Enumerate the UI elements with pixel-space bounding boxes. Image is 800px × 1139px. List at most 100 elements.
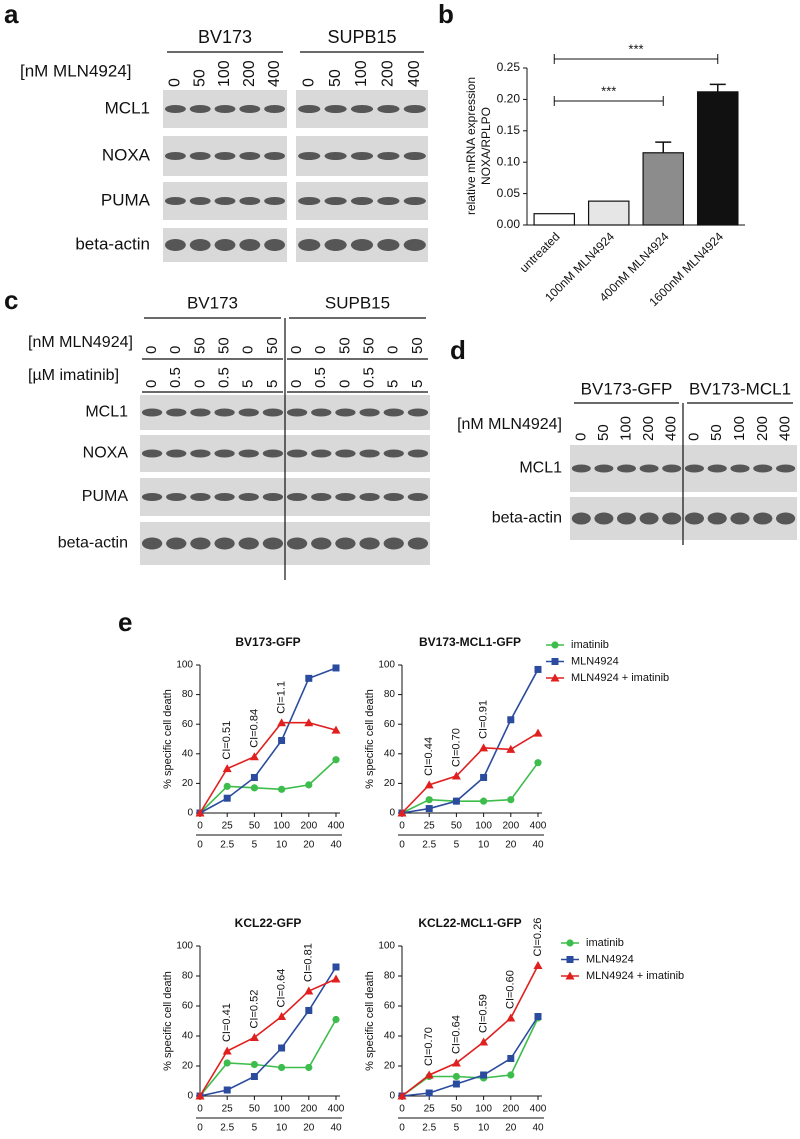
x-tick-label-2: 5 xyxy=(454,1123,460,1134)
point xyxy=(223,794,231,802)
y-tick-label: 0.20 xyxy=(497,92,521,106)
band xyxy=(377,105,400,113)
dose-label: 0.5 xyxy=(361,367,378,388)
chart-title: BV173-MCL1-GFP xyxy=(419,635,521,649)
legend-label: MLN4924 xyxy=(571,655,619,667)
x-tick-label: 25 xyxy=(424,821,436,832)
point xyxy=(223,1059,231,1067)
panel-label: c xyxy=(4,285,18,315)
point xyxy=(507,1055,515,1062)
point xyxy=(424,780,434,789)
x-tick-label-2: 20 xyxy=(505,1123,517,1134)
x-tick-label-2: 10 xyxy=(478,1123,490,1134)
dose-label: 0 xyxy=(240,346,257,354)
ci-label: CI=0.91 xyxy=(478,700,490,739)
point xyxy=(534,759,542,767)
band xyxy=(262,493,284,501)
band xyxy=(403,105,426,113)
band xyxy=(238,537,259,550)
dose-label: 0 xyxy=(385,346,402,354)
treatment-label: [nM MLN4924] xyxy=(20,61,132,80)
band xyxy=(286,493,308,501)
x-tick-label: 200 xyxy=(300,821,317,832)
y-tick-label: 40 xyxy=(384,748,396,759)
row-label: MCL1 xyxy=(85,404,128,421)
dose-label: 50 xyxy=(191,69,208,87)
band xyxy=(214,105,236,113)
series-line xyxy=(401,965,539,1097)
point xyxy=(223,1086,231,1094)
x-tick-label-2: 5 xyxy=(252,1123,258,1134)
band xyxy=(407,408,429,417)
group-label: SUPB15 xyxy=(325,293,390,312)
y-tick-label: 60 xyxy=(384,719,396,730)
y-tick-label: 60 xyxy=(182,1001,194,1012)
band xyxy=(286,449,308,458)
band xyxy=(190,449,211,458)
point xyxy=(331,974,341,983)
treatment-label: [nM MLN4924] xyxy=(457,416,562,433)
ci-label: CI=0.81 xyxy=(303,943,315,982)
point xyxy=(425,805,433,813)
band xyxy=(377,239,400,251)
point xyxy=(507,716,515,724)
band xyxy=(264,105,286,113)
x-tick-label-2: 2.5 xyxy=(422,1123,436,1134)
band xyxy=(707,464,727,473)
y-axis-label: % specific cell death xyxy=(364,689,376,789)
dose-label: 100 xyxy=(731,416,748,441)
band xyxy=(639,512,659,525)
y-tick-label: 0.10 xyxy=(497,154,521,168)
y-tick-label: 0.15 xyxy=(497,123,521,137)
band xyxy=(214,197,236,205)
x-tick-label-2: 0 xyxy=(399,840,405,851)
band xyxy=(298,239,321,251)
y-tick-label: 80 xyxy=(182,689,194,700)
group-label: BV173-MCL1 xyxy=(689,379,791,398)
chart-title: KCL22-GFP xyxy=(235,916,302,930)
point xyxy=(550,673,560,682)
band xyxy=(214,493,235,501)
band xyxy=(311,449,332,458)
y-tick-label: 60 xyxy=(384,1001,396,1012)
point xyxy=(222,764,232,773)
point xyxy=(506,744,516,753)
band xyxy=(594,512,614,525)
point xyxy=(565,971,575,980)
dose-label: 50 xyxy=(191,337,208,354)
row-label: NOXA xyxy=(102,145,151,164)
dose-label: 200 xyxy=(241,60,258,87)
dose-label: 0 xyxy=(167,78,184,87)
row-label: beta-actin xyxy=(58,535,128,552)
point xyxy=(278,785,286,793)
band xyxy=(189,197,211,205)
point xyxy=(551,658,559,665)
band xyxy=(753,512,773,525)
bar xyxy=(696,91,739,226)
series-line xyxy=(199,759,337,814)
band xyxy=(730,464,750,473)
band xyxy=(214,239,236,251)
chart-title: BV173-GFP xyxy=(235,635,300,649)
band xyxy=(164,239,186,251)
band xyxy=(190,408,211,417)
series-line xyxy=(401,669,539,814)
x-tick-label: 25 xyxy=(222,1104,234,1115)
band xyxy=(407,537,429,550)
y-tick-label: 20 xyxy=(182,778,194,789)
x-tick-label-2: 2.5 xyxy=(422,840,436,851)
x-tick-label-2: 40 xyxy=(532,840,544,851)
band xyxy=(141,449,163,458)
y-tick-label: 20 xyxy=(384,778,396,789)
dose-label: 0.5 xyxy=(312,367,329,388)
series-line xyxy=(401,762,539,814)
dose-label: 0.5 xyxy=(167,367,184,388)
band xyxy=(571,464,591,473)
dose-label: 200 xyxy=(640,416,657,441)
x-tick-label-2: 10 xyxy=(276,1123,288,1134)
series-line xyxy=(199,667,337,814)
dose-label: 50 xyxy=(264,337,281,354)
point xyxy=(277,1012,287,1020)
legend-label: MLN4924 + imatinib xyxy=(586,970,684,982)
x-tick-label: 400 xyxy=(530,1104,547,1115)
